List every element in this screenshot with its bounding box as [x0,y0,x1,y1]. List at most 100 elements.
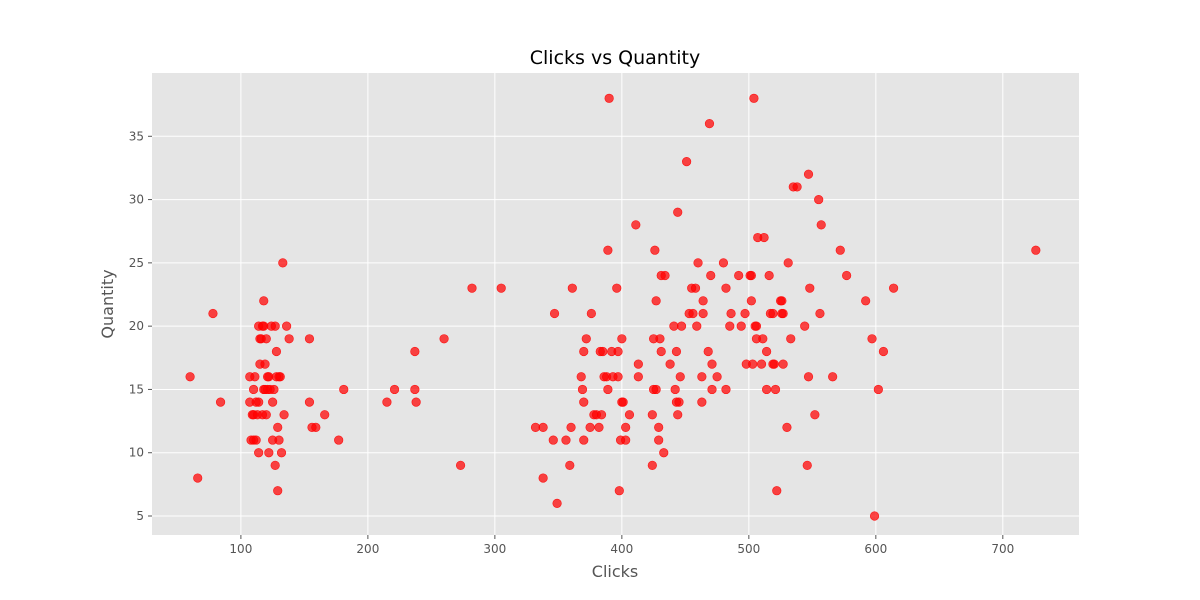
tick-labels: 100 200 300 400 500 600 700 5 10 15 20 25 30 35 [129,129,1015,556]
scatter-point [339,384,349,395]
scatter-point [264,372,274,382]
grid [152,73,1079,535]
scatter-point [697,372,707,382]
scatter-point [269,384,279,395]
scatter-point [659,448,669,458]
scatter-point [548,435,558,445]
scatter-point [802,460,812,470]
scatter-point [248,384,259,395]
scatter-point [251,435,261,445]
x-tick-label: 100 [229,542,252,556]
scatter-point [613,346,623,357]
scatter-point [274,435,284,445]
y-tick-label: 15 [129,382,144,396]
scatter-point [275,372,285,382]
scatter-point [654,435,664,445]
scatter-point [617,334,627,344]
scatter-point [250,372,260,382]
scatter-point [254,397,264,407]
scatter-point [770,384,781,395]
scatter-point [869,511,880,521]
scatter-point [612,283,622,293]
scatter-point [756,359,767,369]
scatter-point [651,296,661,306]
scatter-point [698,308,708,319]
scatter-point [888,283,899,293]
scatter-point [579,435,589,445]
scatter-point [273,422,283,433]
scatter-point [706,270,716,281]
scatter-point [762,384,772,395]
y-tick-label: 20 [129,319,144,333]
scatter-point [621,422,631,433]
scatter-point [549,308,560,319]
scatter-point [835,245,845,255]
scatter-point [411,397,421,407]
scatter-point [692,321,702,331]
x-tick-label: 300 [483,542,506,556]
scatter-point [624,410,635,420]
scatter-point [614,486,624,496]
scatter-point [783,258,793,268]
scatter-point [455,460,466,470]
scatter-point [389,384,400,395]
scatter-point [782,422,792,433]
scatter-point [651,384,661,395]
scatter-point [254,448,264,458]
scatter-point [734,270,744,281]
scatter-point [598,346,608,357]
scatter-point [270,460,280,470]
scatter-point [282,321,292,331]
scatter-point [656,346,666,357]
scatter-point [276,448,287,458]
scatter-point [816,220,826,230]
scatter-point [654,422,664,433]
scatter-point [604,93,614,103]
scatter-point [749,93,759,103]
scatter-point [311,422,321,433]
scatter-point [261,334,271,344]
x-tick-label: 400 [610,542,633,556]
scatter-point [676,321,687,331]
plot-area [152,73,1079,535]
scatter-point [410,384,420,395]
scatter-point [697,397,707,407]
scatter-point [185,372,195,382]
scatter-point [690,283,701,293]
scatter-point [271,346,282,357]
scatter-point [762,346,772,357]
scatter-point [693,258,703,268]
y-tick-label: 5 [136,509,144,523]
scatter-point [669,321,679,331]
scatter-point [603,384,613,395]
scatter-point [382,397,392,407]
scatter-point [746,270,756,281]
scatter-points [185,93,1041,521]
y-tick-label: 25 [129,256,144,270]
scatter-point [786,334,796,344]
scatter-point [764,270,774,281]
scatter-point [712,372,722,382]
scatter-point [800,321,810,331]
scatter-point [552,498,562,508]
scatter-point [803,372,814,382]
scatter-point [759,232,769,243]
scatter-point [673,207,683,217]
scatter-point [566,422,576,433]
scatter-point [675,372,685,382]
scatter-point [815,308,825,319]
scatter-point [585,422,595,433]
scatter-point [803,169,814,179]
scatter-point [581,334,591,344]
scatter-point [777,296,787,306]
scatter-point [670,384,680,395]
y-tick-label: 10 [129,446,144,460]
scatter-point [618,397,628,407]
scatter-point [878,346,889,357]
scatter-point [410,346,420,357]
scatter-point [273,486,283,496]
scatter-point [758,334,768,344]
x-tick-label: 500 [737,542,760,556]
scatter-point [655,334,665,344]
